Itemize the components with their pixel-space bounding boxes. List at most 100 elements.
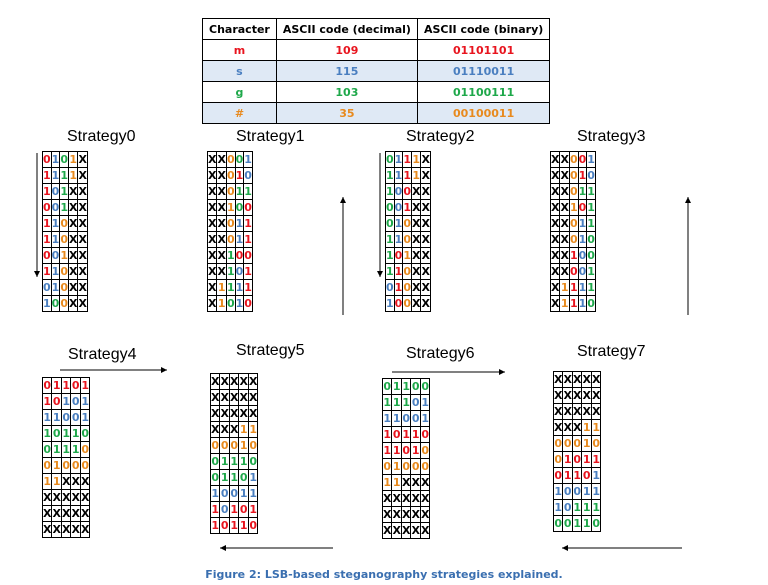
grid-cell: X [67, 263, 79, 280]
grid-cell: 0 [42, 151, 52, 168]
grid-cell: 1 [247, 469, 259, 486]
grid-cell: 1 [225, 199, 236, 216]
grid-cell: X [209, 389, 221, 406]
grid-cell: 1 [577, 231, 588, 248]
grid-cell: X [247, 373, 259, 390]
grid-cell: 0 [247, 517, 259, 534]
grid-cell: 1 [385, 231, 395, 248]
grid-cell: 0 [400, 442, 412, 459]
grid-cell: 0 [577, 247, 588, 264]
grid-cell: 0 [209, 453, 221, 470]
grid-cell: 1 [59, 199, 69, 216]
grid-cell: 0 [402, 295, 412, 312]
grid-cell: X [209, 405, 221, 422]
grid-cell: 0 [400, 410, 412, 427]
grid-cell: X [219, 389, 230, 406]
grid-cell: X [209, 373, 221, 390]
grid-cell: 1 [209, 501, 221, 518]
grid-cell: 1 [559, 295, 570, 312]
grid-cell: X [70, 505, 81, 522]
grid-cell: 0 [225, 215, 236, 232]
grid-cell: 0 [79, 457, 91, 474]
grid-cell: X [216, 167, 227, 184]
strategy-title: Strategy3 [577, 128, 646, 145]
grid-cell: 0 [571, 451, 583, 468]
grid-cell: 1 [381, 442, 393, 459]
grid-cell: 1 [243, 215, 253, 232]
grid-cell: 1 [238, 485, 249, 502]
grid-cell: 1 [219, 453, 230, 470]
grid-cell: 1 [391, 410, 402, 427]
grid-cell: 1 [225, 279, 236, 296]
grid-cell: 1 [51, 441, 62, 458]
grid-cell: X [77, 295, 88, 312]
grid-cell: X [410, 263, 422, 280]
grid-cell: X [400, 490, 412, 507]
grid-cell: 1 [59, 167, 69, 184]
grid-cell: X [562, 403, 573, 420]
ascii-row: #35 00100011 [202, 102, 551, 124]
ascii-row: g 103 01100111 [202, 81, 551, 103]
grid-cell: X [419, 506, 431, 523]
grid-cell: X [562, 419, 573, 436]
grid-cell: 0 [410, 458, 421, 475]
grid-cell: X [410, 279, 422, 296]
grid-cell: X [79, 521, 91, 538]
grid-cell: 1 [50, 263, 61, 280]
grid-cell: 1 [79, 409, 91, 426]
grid-cell: 1 [79, 393, 91, 410]
grid-cell: X [41, 505, 53, 522]
grid-cell: 1 [586, 263, 596, 280]
grid-cell: X [216, 183, 227, 200]
grid-cell: 0 [70, 377, 81, 394]
grid-cell: 0 [385, 199, 395, 216]
grid-cell: X [410, 490, 421, 507]
grid-cell: 0 [59, 295, 69, 312]
grid-cell: 1 [216, 295, 227, 312]
grid-cell: 0 [568, 183, 579, 200]
grid-cell: 1 [234, 167, 245, 184]
grid-cell: X [206, 295, 218, 312]
grid-cell: 0 [42, 199, 52, 216]
grid-cell: 1 [393, 231, 404, 248]
ascii-decimal-cell: 103 [275, 81, 418, 103]
grid-cell: 1 [219, 469, 230, 486]
grid-cell: 0 [385, 151, 395, 168]
ascii-char-cell: # [202, 102, 277, 124]
grid-cell: 1 [577, 295, 588, 312]
grid-cell: X [228, 405, 240, 422]
grid-cell: 1 [238, 453, 249, 470]
grid-cell: X [77, 183, 88, 200]
grid-cell: X [60, 489, 72, 506]
grid-cell: 1 [234, 183, 245, 200]
grid-cell: 0 [51, 425, 62, 442]
grid-cell: 1 [42, 215, 52, 232]
grid-cell: 1 [581, 499, 592, 516]
grid-cell: 1 [42, 231, 52, 248]
grid-cell: 0 [402, 183, 412, 200]
ascii-decimal-cell: 35 [275, 102, 418, 124]
grid-cell: X [559, 231, 570, 248]
grid-cell: 0 [50, 295, 61, 312]
grid-cell: 0 [419, 426, 431, 443]
